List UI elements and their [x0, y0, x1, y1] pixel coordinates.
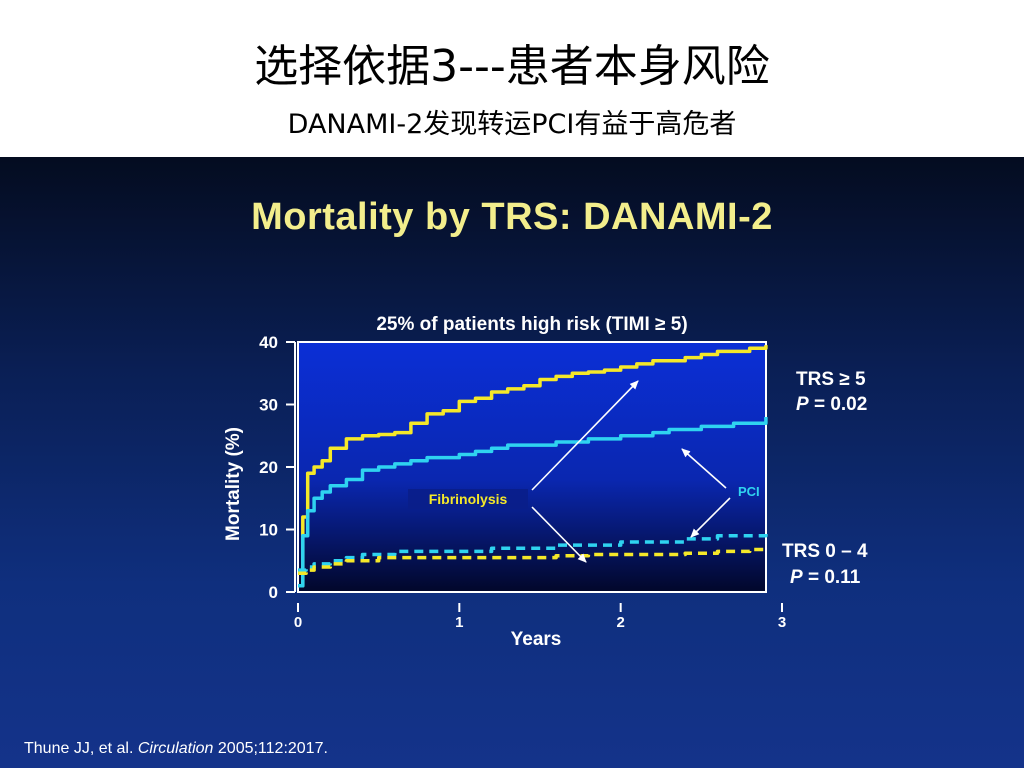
x-axis-label: Years: [511, 629, 562, 650]
fibrinolysis-annotation: Fibrinolysis: [408, 380, 639, 563]
high-risk-p-value: P = 0.02: [796, 394, 867, 415]
high-risk-p-italic: P: [796, 394, 809, 415]
x-tick-label: 1: [455, 614, 463, 631]
fibrinolysis-label: Fibrinolysis: [429, 491, 508, 507]
page-title: 选择依据3---患者本身风险: [254, 41, 770, 92]
pci-high-risk-line: [298, 417, 768, 588]
citation-authors: Thune JJ, et al.: [24, 740, 134, 757]
low-risk-p-italic: P: [790, 567, 803, 588]
fibrinolysis-arrow-up: [531, 380, 639, 491]
y-tick-label: 20: [259, 458, 278, 477]
fibrinolysis-arrow-down: [531, 506, 587, 563]
low-risk-legend: TRS 0 – 4 P = 0.11: [782, 541, 868, 588]
low-risk-group-label: TRS 0 – 4: [782, 541, 868, 562]
chart-title: 25% of patients high risk (TIMI ≥ 5): [376, 314, 687, 335]
pci-arrow-up: [681, 448, 727, 489]
y-tick-label: 40: [259, 333, 278, 352]
slide-title: Mortality by TRS: DANAMI-2: [251, 196, 773, 238]
citation-journal: Circulation: [137, 740, 214, 757]
x-tick-label: 3: [778, 614, 786, 631]
low-risk-p-number: = 0.11: [803, 567, 861, 588]
y-axis: 0 10 20 30 40: [259, 333, 296, 602]
low-risk-p-value: P = 0.11: [790, 567, 861, 588]
fibrinolysis-low-risk-line: [298, 547, 768, 576]
pci-label: PCI: [738, 484, 760, 499]
fibrinolysis-label-bg: [408, 489, 528, 509]
plot-area: [297, 341, 767, 593]
y-axis-label: Mortality (%): [223, 427, 244, 541]
pci-annotation: PCI: [681, 448, 760, 538]
x-tick-label: 2: [616, 614, 624, 631]
high-risk-p-number: = 0.02: [809, 394, 868, 415]
y-tick-label: 30: [259, 396, 278, 415]
y-tick-label: 0: [269, 583, 278, 602]
header-area: 选择依据3---患者本身风险 DANAMI-2发现转运PCI有益于高危者: [0, 0, 1024, 157]
pci-low-risk-line: [298, 533, 768, 572]
citation: Thune JJ, et al. Circulation 2005;112:20…: [24, 740, 328, 758]
series-layer: [298, 345, 768, 588]
citation-details: 2005;112:2017.: [217, 740, 328, 757]
page-subtitle: DANAMI-2发现转运PCI有益于高危者: [287, 109, 737, 140]
pci-arrow-down: [690, 497, 731, 538]
x-axis: 0 1 2 3: [294, 603, 786, 631]
y-tick-label: 10: [259, 521, 278, 540]
x-tick-label: 0: [294, 614, 302, 631]
high-risk-group-label: TRS ≥ 5: [796, 369, 866, 390]
fibrinolysis-high-risk-line: [298, 345, 768, 588]
high-risk-legend: TRS ≥ 5 P = 0.02: [796, 369, 867, 415]
